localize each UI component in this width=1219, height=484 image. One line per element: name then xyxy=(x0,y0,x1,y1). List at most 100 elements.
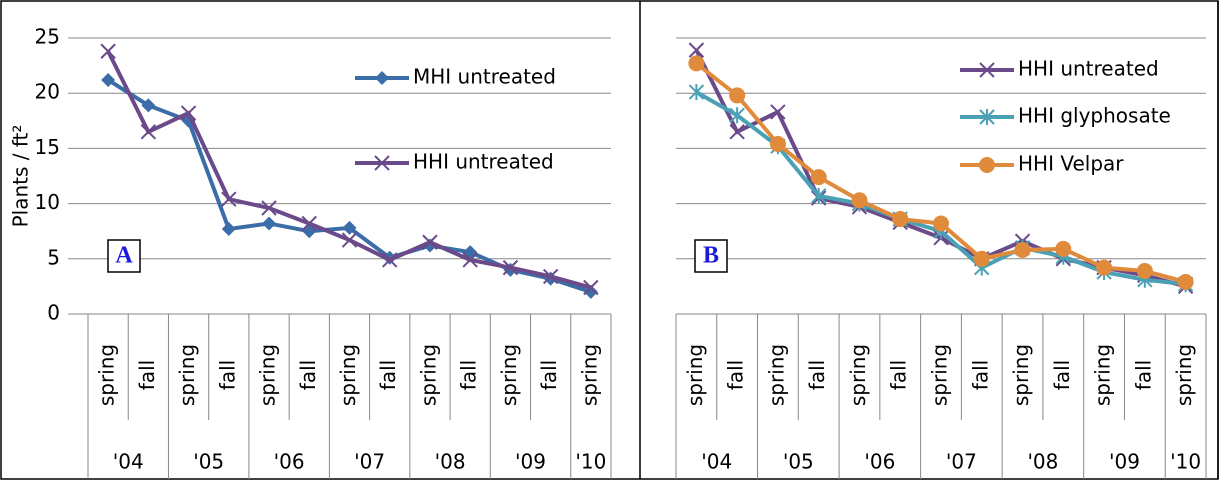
year-label: '09 xyxy=(515,450,546,474)
annotation: B xyxy=(703,243,719,269)
marker xyxy=(342,220,357,235)
marker xyxy=(892,211,909,228)
marker xyxy=(382,252,398,268)
x-tick-label: spring xyxy=(1009,344,1033,406)
legend-marker xyxy=(979,109,995,125)
legend-label: HHI untreated xyxy=(413,150,554,174)
x-tick-label: fall xyxy=(805,360,829,390)
marker xyxy=(262,216,277,231)
annotation-box xyxy=(694,239,728,273)
x-tick-label: fall xyxy=(135,360,159,390)
marker xyxy=(261,200,277,216)
year-label: '05 xyxy=(193,450,224,474)
x-tick-label: fall xyxy=(457,360,481,390)
series: MHI untreated xyxy=(101,65,598,299)
y-axis-label: Plants / ft² xyxy=(9,125,33,228)
x-tick-label: spring xyxy=(497,344,521,406)
marker xyxy=(688,42,705,58)
y-tick-label: 0 xyxy=(47,301,60,325)
year-label: '07 xyxy=(946,450,977,474)
x-tick-label: spring xyxy=(95,344,119,406)
x-tick-label: fall xyxy=(724,360,748,390)
marker xyxy=(221,191,237,207)
year-label: '08 xyxy=(435,450,466,474)
series: HHI untreated xyxy=(100,43,599,296)
marker xyxy=(933,215,949,232)
marker xyxy=(810,169,827,186)
year-label: '04 xyxy=(701,450,732,474)
year-label: '09 xyxy=(1109,450,1140,474)
x-tick-label: spring xyxy=(175,344,199,406)
marker xyxy=(770,104,786,120)
x-tick-label: spring xyxy=(336,344,360,406)
marker xyxy=(1136,262,1153,279)
x-tick-label: spring xyxy=(577,344,601,406)
legend-marker xyxy=(374,155,390,171)
y-tick-label: 25 xyxy=(35,25,60,49)
annotation: A xyxy=(115,243,133,269)
year-label: '10 xyxy=(575,450,606,474)
legend-marker xyxy=(375,71,389,85)
marker xyxy=(221,221,236,236)
marker xyxy=(140,124,157,140)
x-tick-label: spring xyxy=(928,344,952,406)
year-label: '10 xyxy=(1170,450,1201,474)
marker xyxy=(141,98,156,113)
x-tick-label: fall xyxy=(968,360,992,390)
marker xyxy=(1177,273,1194,290)
x-tick-label: fall xyxy=(537,360,561,390)
marker xyxy=(462,252,478,268)
legend-label: HHI glyphosate xyxy=(1018,104,1171,128)
year-label: '06 xyxy=(274,450,305,474)
marker xyxy=(973,250,990,267)
marker xyxy=(422,234,438,250)
marker xyxy=(502,259,519,276)
marker xyxy=(1055,240,1072,257)
year-label: '05 xyxy=(783,450,814,474)
series: HHI Velpar xyxy=(688,55,1194,290)
marker xyxy=(583,279,599,296)
x-tick-label: fall xyxy=(296,360,320,390)
y-tick-label: 5 xyxy=(47,245,60,269)
marker xyxy=(729,87,746,104)
marker xyxy=(1096,259,1113,276)
year-label: '06 xyxy=(864,450,895,474)
marker xyxy=(810,187,827,204)
marker xyxy=(769,135,786,152)
legend-label: MHI untreated xyxy=(413,65,556,89)
y-tick-label: 10 xyxy=(35,190,60,214)
marker xyxy=(688,84,705,101)
x-tick-label: fall xyxy=(1050,360,1074,390)
x-tick-label: spring xyxy=(683,344,707,406)
x-tick-label: spring xyxy=(416,344,440,406)
marker xyxy=(341,232,358,248)
x-tick-label: fall xyxy=(376,360,400,390)
x-tick-label: fall xyxy=(887,360,911,390)
x-tick-label: spring xyxy=(846,344,870,406)
marker xyxy=(101,72,116,87)
marker xyxy=(542,268,559,285)
legend-marker xyxy=(979,62,995,78)
x-tick-label: spring xyxy=(256,344,280,406)
legend-label: HHI Velpar xyxy=(1018,152,1124,176)
marker xyxy=(100,43,116,59)
legend-marker xyxy=(979,157,995,173)
x-tick-label: spring xyxy=(1091,344,1115,406)
marker xyxy=(729,124,745,140)
legend-label: HHI untreated xyxy=(1018,57,1159,81)
year-label: '08 xyxy=(1027,450,1058,474)
y-tick-label: 15 xyxy=(35,135,60,159)
series: HHI glyphosate xyxy=(688,84,1194,293)
x-tick-label: spring xyxy=(764,344,788,406)
marker xyxy=(180,105,197,121)
x-tick-label: fall xyxy=(215,360,239,390)
year-label: '04 xyxy=(113,450,144,474)
y-tick-label: 20 xyxy=(35,80,60,104)
series-line xyxy=(107,78,592,294)
year-label: '07 xyxy=(354,450,385,474)
annotation-box xyxy=(107,239,141,273)
x-tick-label: fall xyxy=(1131,360,1155,390)
marker xyxy=(1014,241,1031,258)
marker xyxy=(729,107,745,124)
